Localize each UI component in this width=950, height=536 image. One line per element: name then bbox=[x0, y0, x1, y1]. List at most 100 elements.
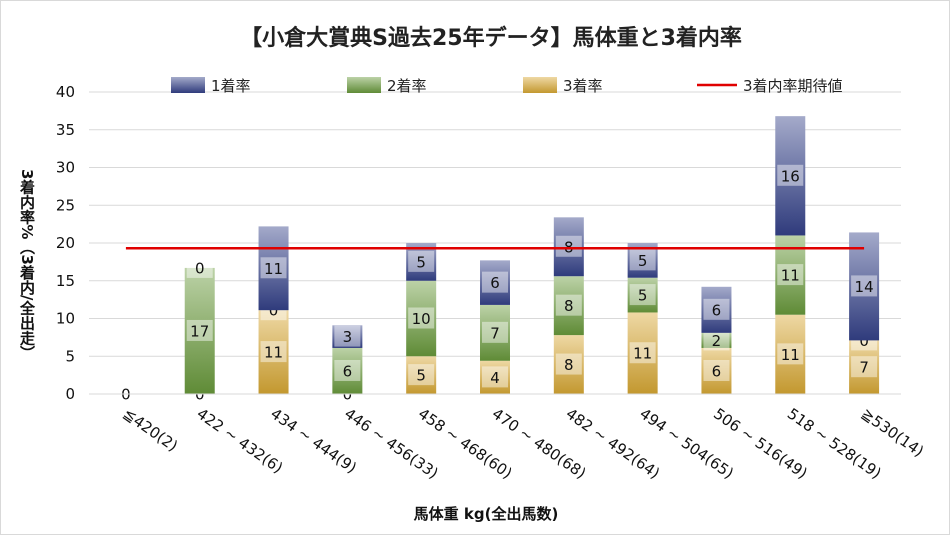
bar-segment bbox=[775, 116, 806, 236]
legend-swatch bbox=[171, 77, 205, 93]
data-label: 6 bbox=[490, 274, 500, 292]
data-label-box bbox=[482, 271, 508, 293]
bar-segment bbox=[775, 314, 806, 394]
data-label: 6 bbox=[712, 362, 722, 380]
x-axis: ≦420(2) 422 ~ 432(6)434 ~ 444(9)446 ~ 456… bbox=[89, 393, 927, 482]
data-label-box bbox=[629, 249, 656, 271]
data-label: 11 bbox=[264, 260, 283, 278]
data-label-box bbox=[777, 343, 804, 365]
data-label-box bbox=[629, 284, 656, 306]
bar-segment bbox=[258, 310, 289, 394]
data-label: 8 bbox=[564, 356, 574, 374]
bar-segment bbox=[480, 360, 510, 394]
data-label-box bbox=[777, 264, 804, 286]
y-tick-label: 35 bbox=[56, 121, 75, 139]
legend-swatch bbox=[523, 77, 557, 93]
data-label: 11 bbox=[264, 344, 283, 362]
bar-segment bbox=[553, 335, 584, 394]
y-tick-label: 10 bbox=[56, 310, 75, 328]
bar-segment bbox=[553, 217, 584, 277]
data-label-box bbox=[334, 359, 361, 381]
gridlines bbox=[89, 91, 901, 395]
y-tick-label: 20 bbox=[56, 234, 75, 252]
data-label: 6 bbox=[712, 301, 722, 319]
data-label-box bbox=[777, 164, 804, 186]
y-tick-label: 40 bbox=[56, 83, 75, 101]
x-axis-title: 馬体重 kg(全出馬数) bbox=[414, 505, 559, 523]
data-label-box bbox=[482, 366, 508, 388]
data-label: 11 bbox=[781, 346, 800, 364]
y-tick-label: 0 bbox=[65, 385, 75, 403]
data-label: 8 bbox=[564, 297, 574, 315]
data-label: 16 bbox=[781, 167, 800, 185]
data-label: 6 bbox=[343, 362, 353, 380]
data-label: 5 bbox=[416, 253, 426, 271]
data-label: 14 bbox=[855, 278, 874, 296]
bar-segment bbox=[627, 277, 658, 313]
data-label: 7 bbox=[859, 359, 869, 377]
data-label-box bbox=[260, 257, 287, 279]
bars: 0017011011063510547688811556261111167014 bbox=[121, 116, 880, 404]
y-tick-label: 5 bbox=[65, 347, 75, 365]
y-axis: 0 5 10 15 20 25 30 35 40 bbox=[56, 83, 75, 403]
data-label-box bbox=[408, 307, 435, 329]
data-label-box bbox=[629, 342, 656, 364]
bar-segment bbox=[849, 232, 880, 341]
data-label: 4 bbox=[490, 369, 500, 387]
data-label: 2 bbox=[712, 332, 722, 350]
data-label-box bbox=[408, 250, 435, 272]
y-axis-title: 3着内率%（3着内/全出走） bbox=[18, 169, 36, 360]
data-label: 5 bbox=[416, 367, 426, 385]
legend-label: 3着内率期待値 bbox=[743, 77, 843, 95]
bar-segment bbox=[701, 332, 732, 348]
data-label: 7 bbox=[490, 324, 500, 342]
data-label: 3 bbox=[343, 328, 353, 346]
legend-swatch bbox=[347, 77, 381, 93]
bar-segment bbox=[406, 280, 437, 357]
y-tick-label: 15 bbox=[56, 272, 75, 290]
data-label-box bbox=[482, 321, 508, 343]
data-label: 0 bbox=[195, 259, 205, 277]
bar-segment bbox=[701, 347, 732, 394]
data-label-box bbox=[260, 341, 287, 363]
legend-label: 1着率 bbox=[211, 77, 251, 95]
data-label-box bbox=[851, 356, 878, 378]
data-label-box bbox=[703, 359, 730, 381]
bar-segment bbox=[480, 304, 510, 361]
data-label-box bbox=[186, 319, 213, 341]
x-tick-label: ≧530(14) bbox=[858, 405, 927, 461]
data-label: 0 bbox=[269, 302, 279, 320]
bar-segment bbox=[258, 226, 289, 311]
data-label: 0 bbox=[859, 332, 869, 350]
y-tick-label: 25 bbox=[56, 196, 75, 214]
chart-title: 【小倉大賞典S過去25年データ】馬体重と3着内率 bbox=[240, 25, 742, 51]
bar-segment bbox=[701, 286, 732, 333]
data-label-box bbox=[851, 275, 878, 297]
data-label: 5 bbox=[638, 252, 648, 270]
legend-label: 2着率 bbox=[387, 77, 427, 95]
bar-segment bbox=[480, 260, 510, 305]
y-tick-label: 30 bbox=[56, 159, 75, 177]
data-label-box bbox=[334, 325, 361, 347]
legend-label: 3着率 bbox=[563, 77, 603, 95]
data-label-box bbox=[555, 294, 582, 316]
bar-segment bbox=[627, 312, 658, 394]
data-label-box bbox=[703, 298, 730, 320]
legend: 1着率 2着率 3着率 3着内率期待値 bbox=[171, 77, 843, 95]
bar-segment bbox=[849, 340, 880, 394]
bar-segment bbox=[406, 356, 437, 394]
data-label-box bbox=[703, 329, 730, 351]
data-label-box bbox=[555, 235, 582, 257]
bar-segment bbox=[553, 276, 584, 336]
data-label: 11 bbox=[781, 267, 800, 285]
data-label: 5 bbox=[638, 287, 648, 305]
data-label-box bbox=[408, 364, 435, 386]
data-label: 10 bbox=[412, 310, 431, 328]
data-label: 17 bbox=[190, 322, 209, 340]
data-label-box bbox=[186, 256, 213, 278]
data-label-box bbox=[555, 353, 582, 375]
bar-segment bbox=[332, 347, 363, 394]
bar-segment bbox=[184, 267, 215, 394]
